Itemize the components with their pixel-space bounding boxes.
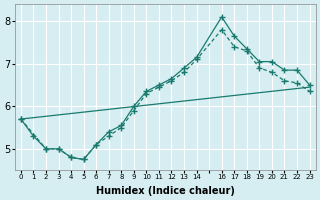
- X-axis label: Humidex (Indice chaleur): Humidex (Indice chaleur): [96, 186, 235, 196]
